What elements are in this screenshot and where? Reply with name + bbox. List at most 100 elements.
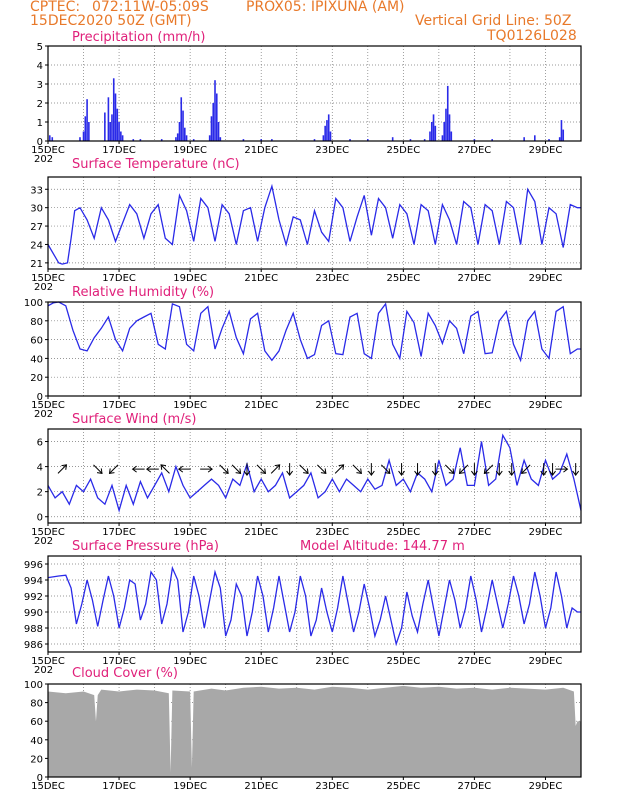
precip-bar <box>184 127 186 141</box>
cloud-ytick-label: 0 <box>37 773 43 784</box>
precip-bar <box>446 85 449 141</box>
wind-arrow <box>219 464 229 474</box>
header-vertical-grid: Vertical Grid Line: 50Z <box>415 13 572 29</box>
wind-arrow <box>431 463 439 476</box>
wind-xtick-year: 202 <box>34 536 53 547</box>
cloud-title: Cloud Cover (%) <box>72 666 178 681</box>
pressure-panel: 986 988 990 992 994 996 15DEC 17DEC 19DEC 21DEC 23… <box>24 539 582 676</box>
precip-bar <box>132 139 135 141</box>
precip-bar <box>271 139 273 141</box>
wind-arrow <box>367 463 375 476</box>
cloud-xtick-label: 17DEC <box>102 781 136 792</box>
wind-arrow-shaft <box>380 464 391 474</box>
temperature-series-line <box>47 183 581 265</box>
wind-arrow <box>299 464 309 474</box>
humidity-ytick-label: 80 <box>30 317 43 328</box>
humidity-ytick-label: 20 <box>30 373 43 384</box>
humidity-ytick-label: 60 <box>30 336 43 347</box>
pressure-ytick-label: 996 <box>24 560 43 571</box>
wind-arrow <box>108 464 119 474</box>
humidity-xtick-label: 29DEC <box>529 400 563 411</box>
wind-arrow-head <box>495 470 503 476</box>
precip-bar <box>139 139 142 141</box>
wind-arrow <box>256 464 267 474</box>
wind-arrow <box>540 463 548 476</box>
wind-arrow-shaft <box>160 464 170 474</box>
wind-arrow-shaft <box>109 464 119 474</box>
precip-bar <box>324 125 326 141</box>
precip-bar <box>214 80 216 141</box>
cloud-ytick-label: 80 <box>30 699 43 710</box>
cloud-xtick-label: 15DEC <box>31 781 65 792</box>
wind-arrow-head <box>274 464 281 470</box>
wind-arrow-head <box>243 470 251 476</box>
precip-bar <box>192 139 195 141</box>
precip-bar <box>423 139 426 141</box>
wind-arrow-shaft <box>459 464 469 474</box>
wind-arrow-head <box>338 464 345 470</box>
temperature-xtick-label: 27DEC <box>458 273 492 284</box>
wind-xtick-label: 27DEC <box>458 527 492 538</box>
pressure-ytick-label: 986 <box>24 640 43 651</box>
wind-arrow-head <box>367 470 375 476</box>
wind-arrow <box>555 465 569 473</box>
wind-arrow <box>414 463 421 476</box>
precip-frame <box>47 45 582 142</box>
precip-bar <box>215 93 218 141</box>
precip-bar <box>104 112 106 141</box>
pressure-ytick-label: 992 <box>24 592 43 603</box>
wind-arrow-head <box>431 470 439 476</box>
precip-bar <box>450 131 453 141</box>
wind-arrow <box>495 463 503 476</box>
wind-arrow-head <box>572 470 580 476</box>
humidity-xtick-label: 21DEC <box>244 400 278 411</box>
cloud-ytick-label: 20 <box>30 754 43 765</box>
header-code: TQ0126L028 <box>487 28 577 44</box>
wind-arrow-head <box>303 468 309 474</box>
wind-arrow-head <box>414 470 421 476</box>
pressure-ytick-label: 994 <box>24 576 43 587</box>
wind-ytick-label: 0 <box>37 513 43 524</box>
wind-arrow-head <box>235 468 242 474</box>
temperature-xtick-label: 15DEC <box>31 273 65 284</box>
pressure-ytick-label: 990 <box>24 608 43 619</box>
precip-xtick-label: 29DEC <box>529 145 563 156</box>
cloud-cover-area <box>48 685 581 777</box>
precip-bar <box>116 108 119 141</box>
wind-title: Surface Wind (m/s) <box>72 412 196 427</box>
wind-arrow-head <box>131 465 137 473</box>
temperature-xtick-label: 21DEC <box>244 273 278 284</box>
cloud-xtick-label: 23DEC <box>315 781 349 792</box>
humidity-ytick-label: 40 <box>30 354 43 365</box>
precip-bar <box>176 133 179 141</box>
wind-xtick-label: 19DEC <box>173 527 207 538</box>
pressure-xtick-label: 25DEC <box>386 656 420 667</box>
precip-bar <box>473 139 476 141</box>
precip-bar <box>430 122 433 141</box>
wind-arrow <box>334 464 345 474</box>
wind-arrow-head <box>356 468 362 474</box>
precip-xtick-label: 15DEC <box>31 145 65 156</box>
wind-arrow <box>398 463 405 476</box>
pressure-xtick-label: 15DEC <box>31 656 65 667</box>
wind-xtick-label: 29DEC <box>529 527 563 538</box>
wind-arrow-head <box>320 468 327 474</box>
wind-arrow <box>177 465 191 473</box>
precip-ytick-label: 3 <box>37 80 43 91</box>
humidity-xtick-label: 17DEC <box>102 400 136 411</box>
wind-arrow <box>231 464 242 474</box>
wind-arrow-head <box>145 465 152 473</box>
precip-bar <box>120 131 122 141</box>
wind-arrow-head <box>160 464 167 470</box>
wind-xtick-label: 25DEC <box>386 527 420 538</box>
wind-arrow <box>145 465 159 473</box>
precip-bar <box>219 137 222 141</box>
temperature-title: Surface Temperature (nC) <box>72 157 240 172</box>
temperature-panel: 21 24 27 30 33 15DEC 17DEC 19DEC 21DEC 23DEC 25DEC… <box>30 157 582 293</box>
header-datetime: 15DEC2020 50Z (GMT) <box>30 13 192 29</box>
precip-xtick-label: 21DEC <box>244 145 278 156</box>
temperature-ytick-label: 33 <box>30 185 43 196</box>
wind-arrow-shaft <box>521 464 531 474</box>
pressure-xtick-label: 19DEC <box>173 656 207 667</box>
wind-arrow-shaft <box>334 464 344 474</box>
